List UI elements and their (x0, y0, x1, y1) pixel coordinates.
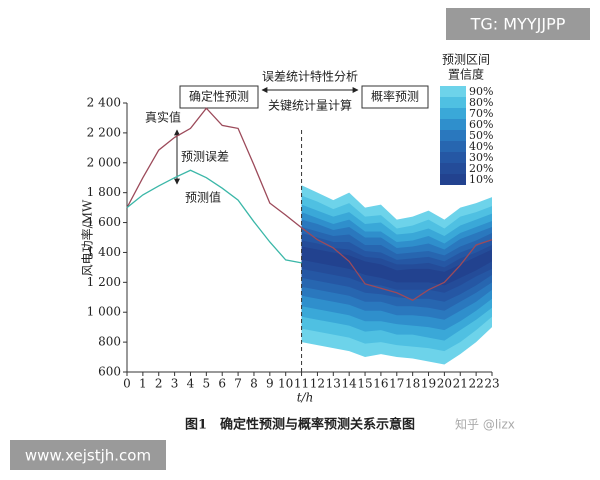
x-tick-label: 8 (250, 377, 258, 391)
legend-label: 70% (469, 107, 493, 120)
legend-label: 20% (469, 162, 493, 175)
x-tick-label: 9 (266, 377, 274, 391)
y-axis-label: 风电功率/MW (80, 199, 95, 276)
forecast-error-label: 预测误差 (181, 150, 229, 164)
x-tick-label: 22 (468, 377, 483, 391)
key-stats-label: 关键统计量计算 (268, 98, 352, 113)
y-tick-label: 800 (98, 335, 121, 349)
x-tick-label: 20 (437, 377, 452, 391)
legend-swatch (440, 108, 466, 119)
legend-swatch (440, 130, 466, 141)
x-tick-label: 19 (421, 377, 436, 391)
x-tick-label: 16 (373, 377, 388, 391)
legend-swatch (440, 86, 466, 97)
legend-swatch (440, 141, 466, 152)
series-line (126, 107, 493, 302)
y-tick-label: 1 400 (87, 245, 121, 259)
x-tick-label: 0 (123, 377, 131, 391)
legend-swatch (440, 152, 466, 163)
watermark-top: TG: MYYJJPP (470, 15, 566, 34)
legend-label: 60% (469, 118, 493, 131)
legend-label: 10% (469, 173, 493, 186)
legend-swatch (440, 163, 466, 174)
legend-title: 预测区间 (442, 53, 490, 67)
deterministic-label: 确定性预测 (189, 89, 249, 104)
series-label: 真实值 (145, 110, 181, 125)
caption: 图1 确定性预测与概率预测关系示意图 (185, 417, 415, 433)
x-tick-label: 23 (484, 377, 499, 391)
x-tick-label: 5 (203, 377, 211, 391)
x-tick-label: 11 (294, 377, 309, 391)
legend-label: 50% (469, 129, 493, 142)
x-tick-label: 6 (218, 377, 226, 391)
y-tick-label: 1 000 (87, 305, 121, 319)
x-tick-label: 3 (171, 377, 179, 391)
legend-swatch (440, 97, 466, 108)
x-tick-label: 15 (357, 377, 372, 391)
deterministic-box (179, 85, 259, 109)
x-tick-label: 12 (310, 377, 325, 391)
y-tick-label: 2 000 (87, 155, 121, 169)
x-tick-label: 13 (326, 377, 341, 391)
legend-swatch (440, 119, 466, 130)
legend-label: 40% (469, 140, 493, 153)
watermark-box (10, 440, 166, 470)
x-tick-label: 1 (139, 377, 147, 391)
x-axis-label: t/h (297, 391, 314, 405)
x-tick-label: 17 (389, 377, 404, 391)
legend-swatch (440, 174, 466, 185)
legend-label: 80% (469, 96, 493, 109)
probabilistic-box (361, 85, 429, 109)
series-line (126, 169, 302, 264)
x-tick-label: 4 (187, 377, 195, 391)
watermark-bottom: www.xejstjh.com (25, 447, 151, 465)
y-tick-label: 600 (98, 365, 121, 379)
probabilistic-label: 概率预测 (371, 89, 419, 104)
series-label: 预测值 (185, 190, 221, 205)
x-tick-label: 14 (342, 377, 358, 391)
error-analysis-label: 误差统计特性分析 (262, 69, 358, 84)
legend-label: 90% (469, 85, 493, 98)
y-tick-label: 1 600 (87, 215, 121, 229)
x-tick-label: 10 (278, 377, 293, 391)
y-tick-label: 1 800 (87, 185, 121, 199)
interval-band (301, 246, 492, 286)
watermark-zhihu: 知乎 @lizx (455, 418, 515, 432)
y-tick-label: 2 400 (87, 96, 121, 110)
legend-title: 置信度 (448, 67, 484, 82)
x-tick-label: 21 (453, 377, 468, 391)
y-tick-label: 1 200 (87, 275, 121, 289)
watermark-box (446, 8, 590, 40)
x-tick-label: 7 (234, 377, 242, 391)
y-tick-label: 2 200 (87, 125, 121, 139)
x-tick-label: 2 (155, 377, 163, 391)
legend-label: 30% (469, 151, 493, 164)
x-tick-label: 18 (405, 377, 420, 391)
